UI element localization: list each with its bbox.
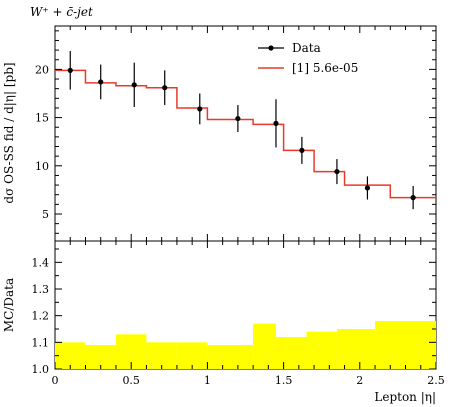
data-points (67, 51, 416, 210)
data-point-5 (235, 105, 241, 133)
ratio-band-bar-7 (275, 337, 307, 369)
mc-histogram (55, 69, 436, 199)
data-point-4 (197, 93, 203, 125)
legend-data-marker (258, 45, 284, 51)
ratio-band-bar-8 (306, 331, 337, 369)
y-axis-ticks: 5 10 15 20 (35, 30, 436, 234)
data-point-marker-2 (131, 82, 137, 88)
ratio-band-bar-3 (146, 342, 177, 369)
ratio-band-bar-9 (336, 329, 376, 369)
y-axis-title: dσ OS-SS fid / d|η| [pb] (2, 62, 16, 203)
data-point-marker-10 (410, 195, 416, 201)
data-point-marker-0 (67, 67, 73, 73)
x-tick-label-1: 0.5 (122, 374, 140, 387)
data-point-marker-1 (98, 79, 104, 85)
ratio-band-bar-5 (207, 345, 254, 369)
x-axis-ticks: 0 0.5 1 1.5 2 2.5 (52, 26, 445, 387)
legend-data-label: Data (292, 41, 321, 55)
ratio-band-bar-0 (55, 342, 86, 369)
x-tick-label-5: 2.5 (427, 374, 445, 387)
data-point-9 (364, 176, 371, 200)
data-point-6 (273, 99, 279, 148)
y-tick-label-2: 15 (35, 112, 49, 125)
data-point-0 (67, 51, 73, 90)
data-point-marker-7 (299, 147, 305, 153)
data-point-3 (162, 70, 168, 106)
data-point-1 (98, 64, 104, 100)
ratio-y-tick-label-2: 1.2 (32, 310, 50, 323)
data-point-7 (299, 136, 305, 164)
data-point-marker-9 (364, 185, 371, 191)
mc-histogram-line (55, 69, 436, 199)
ratio-y-axis-title: MC/Data (2, 278, 16, 332)
y-tick-label-0: 5 (42, 208, 49, 221)
ratio-y-tick-label-0: 1.0 (32, 363, 50, 376)
data-point-8 (334, 159, 340, 185)
legend-mc-label: [1] 5.6e-05 (292, 61, 358, 75)
x-tick-label-4: 2 (356, 374, 363, 387)
ratio-y-tick-label-1: 1.1 (32, 336, 50, 349)
ratio-y-tick-label-3: 1.3 (32, 283, 50, 296)
y-tick-label-3: 20 (35, 63, 49, 76)
x-tick-label-3: 1.5 (275, 374, 293, 387)
data-point-2 (131, 62, 137, 107)
ratio-band-bar-10 (375, 321, 436, 369)
data-point-marker-3 (162, 85, 168, 91)
data-point-marker-8 (334, 168, 340, 175)
x-axis-title: Lepton |η| (374, 390, 436, 404)
data-point-marker-5 (235, 115, 241, 122)
data-point-marker-4 (197, 106, 203, 112)
y-tick-label-1: 10 (35, 160, 49, 173)
plot-title: W⁺ + c̄-jet (30, 5, 93, 19)
x-tick-label-2: 1 (204, 374, 211, 387)
legend-data-dot (268, 45, 274, 51)
ratio-band-bar-4 (176, 342, 208, 369)
data-point-10 (410, 186, 416, 210)
ratio-band-bar-6 (253, 323, 276, 369)
data-point-marker-6 (273, 120, 279, 126)
ratio-band (55, 321, 436, 369)
ratio-y-axis-ticks: 1.0 1.1 1.2 1.3 1.4 (32, 248, 436, 376)
legend: Data [1] 5.6e-05 (258, 41, 358, 75)
x-tick-label-0: 0 (52, 374, 59, 387)
ratio-y-tick-label-4: 1.4 (32, 256, 50, 269)
main-panel-frame (54, 25, 437, 242)
